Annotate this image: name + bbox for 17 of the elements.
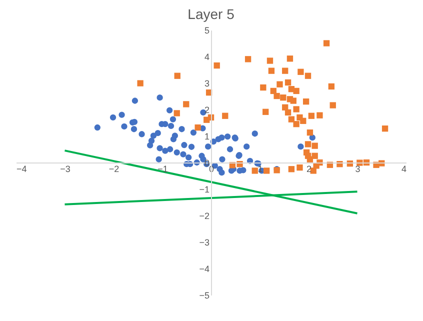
- y-tick-label: 3: [204, 78, 210, 88]
- y-tick-label: 1: [204, 132, 210, 142]
- y-tick-label: 2: [204, 105, 210, 115]
- y-tick-label: −1: [199, 184, 210, 194]
- y-tick-label: 4: [204, 52, 210, 62]
- y-tick-label: −2: [199, 211, 210, 221]
- x-tick-label: 3: [355, 164, 360, 174]
- x-tick-label: −4: [16, 164, 27, 174]
- y-tick-label: −3: [199, 238, 210, 248]
- chart-title: Layer 5: [188, 6, 235, 22]
- x-tick-label: −3: [60, 164, 70, 174]
- y-tick-label: −5: [199, 290, 210, 300]
- x-tick-label: 4: [401, 164, 406, 174]
- x-tick-label: 2: [306, 164, 312, 174]
- y-tick-label: 5: [204, 26, 210, 36]
- x-tick-label: −2: [108, 164, 120, 174]
- y-tick-label: −4: [199, 264, 210, 274]
